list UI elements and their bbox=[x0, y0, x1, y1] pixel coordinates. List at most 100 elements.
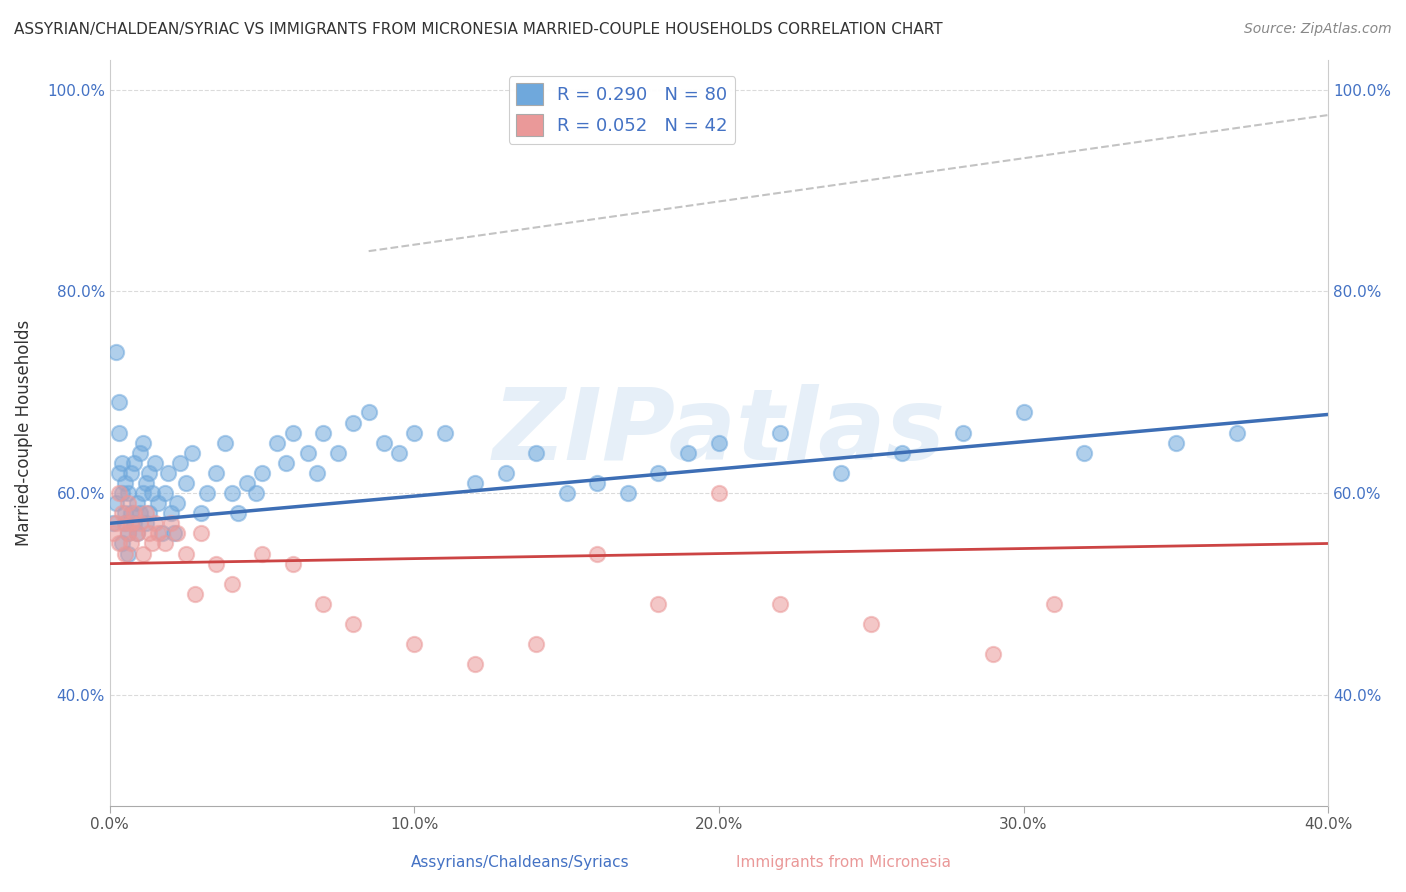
Point bbox=[464, 475, 486, 490]
Point bbox=[464, 657, 486, 672]
Point bbox=[135, 506, 157, 520]
Point bbox=[111, 536, 134, 550]
Point bbox=[104, 496, 127, 510]
Text: ZIPatlas: ZIPatlas bbox=[492, 384, 945, 481]
Point bbox=[342, 617, 364, 632]
Point bbox=[373, 435, 395, 450]
Point bbox=[357, 405, 380, 419]
Point bbox=[104, 345, 127, 359]
Point bbox=[135, 475, 157, 490]
Point bbox=[117, 526, 139, 541]
Point bbox=[129, 516, 152, 531]
Point bbox=[148, 496, 170, 510]
Point bbox=[141, 536, 163, 550]
Point bbox=[616, 486, 638, 500]
Point bbox=[388, 446, 411, 460]
Y-axis label: Married-couple Households: Married-couple Households bbox=[15, 319, 32, 546]
Point bbox=[524, 637, 547, 651]
Point bbox=[114, 475, 136, 490]
Point bbox=[127, 526, 149, 541]
Point bbox=[156, 466, 179, 480]
Point bbox=[122, 516, 145, 531]
Point bbox=[404, 425, 426, 440]
Point bbox=[166, 496, 188, 510]
Point bbox=[114, 547, 136, 561]
Point bbox=[555, 486, 578, 500]
Point bbox=[132, 435, 155, 450]
Point bbox=[647, 466, 669, 480]
Point bbox=[250, 466, 273, 480]
Point bbox=[981, 648, 1004, 662]
Point bbox=[524, 446, 547, 460]
Point bbox=[108, 425, 131, 440]
Point bbox=[297, 446, 319, 460]
Point bbox=[276, 456, 298, 470]
Point bbox=[205, 557, 228, 571]
Text: Immigrants from Micronesia: Immigrants from Micronesia bbox=[737, 855, 950, 870]
Point bbox=[138, 466, 160, 480]
Point bbox=[108, 536, 131, 550]
Point bbox=[135, 516, 157, 531]
Point bbox=[166, 526, 188, 541]
Point bbox=[707, 486, 730, 500]
Point bbox=[236, 475, 259, 490]
Point bbox=[1073, 446, 1095, 460]
Point bbox=[159, 516, 181, 531]
Point bbox=[495, 466, 517, 480]
Point bbox=[305, 466, 328, 480]
Point bbox=[342, 416, 364, 430]
Point bbox=[138, 526, 160, 541]
Point bbox=[122, 506, 145, 520]
Point bbox=[1043, 597, 1066, 611]
Point bbox=[117, 486, 139, 500]
Point bbox=[153, 536, 176, 550]
Point bbox=[281, 557, 304, 571]
Text: ASSYRIAN/CHALDEAN/SYRIAC VS IMMIGRANTS FROM MICRONESIA MARRIED-COUPLE HOUSEHOLDS: ASSYRIAN/CHALDEAN/SYRIAC VS IMMIGRANTS F… bbox=[14, 22, 942, 37]
Point bbox=[138, 506, 160, 520]
Text: Source: ZipAtlas.com: Source: ZipAtlas.com bbox=[1244, 22, 1392, 37]
Point bbox=[328, 446, 350, 460]
Point bbox=[184, 587, 207, 601]
Point bbox=[127, 526, 149, 541]
Point bbox=[132, 486, 155, 500]
Point bbox=[586, 475, 609, 490]
Point bbox=[205, 466, 228, 480]
Point bbox=[707, 435, 730, 450]
Point bbox=[266, 435, 288, 450]
Point bbox=[117, 526, 139, 541]
Point bbox=[1164, 435, 1187, 450]
Point bbox=[195, 486, 218, 500]
Point bbox=[129, 506, 152, 520]
Point bbox=[132, 547, 155, 561]
Point bbox=[190, 526, 212, 541]
Point bbox=[145, 456, 167, 470]
Point bbox=[1012, 405, 1035, 419]
Point bbox=[586, 547, 609, 561]
Point bbox=[312, 425, 335, 440]
Point bbox=[101, 516, 124, 531]
Point bbox=[769, 425, 792, 440]
Point bbox=[129, 446, 152, 460]
Point bbox=[117, 496, 139, 510]
Point bbox=[245, 486, 267, 500]
Point bbox=[114, 516, 136, 531]
Point bbox=[221, 486, 243, 500]
Point bbox=[163, 526, 186, 541]
Point bbox=[111, 506, 134, 520]
Point bbox=[120, 466, 142, 480]
Point bbox=[221, 576, 243, 591]
Point bbox=[678, 446, 700, 460]
Point bbox=[250, 547, 273, 561]
Point bbox=[150, 526, 173, 541]
Point bbox=[104, 516, 127, 531]
Point bbox=[120, 516, 142, 531]
Point bbox=[120, 506, 142, 520]
Point bbox=[181, 446, 204, 460]
Point bbox=[890, 446, 912, 460]
Point bbox=[952, 425, 974, 440]
Point bbox=[159, 506, 181, 520]
Point bbox=[404, 637, 426, 651]
Point bbox=[769, 597, 792, 611]
Legend: R = 0.290   N = 80, R = 0.052   N = 42: R = 0.290 N = 80, R = 0.052 N = 42 bbox=[509, 76, 735, 144]
Point bbox=[108, 466, 131, 480]
